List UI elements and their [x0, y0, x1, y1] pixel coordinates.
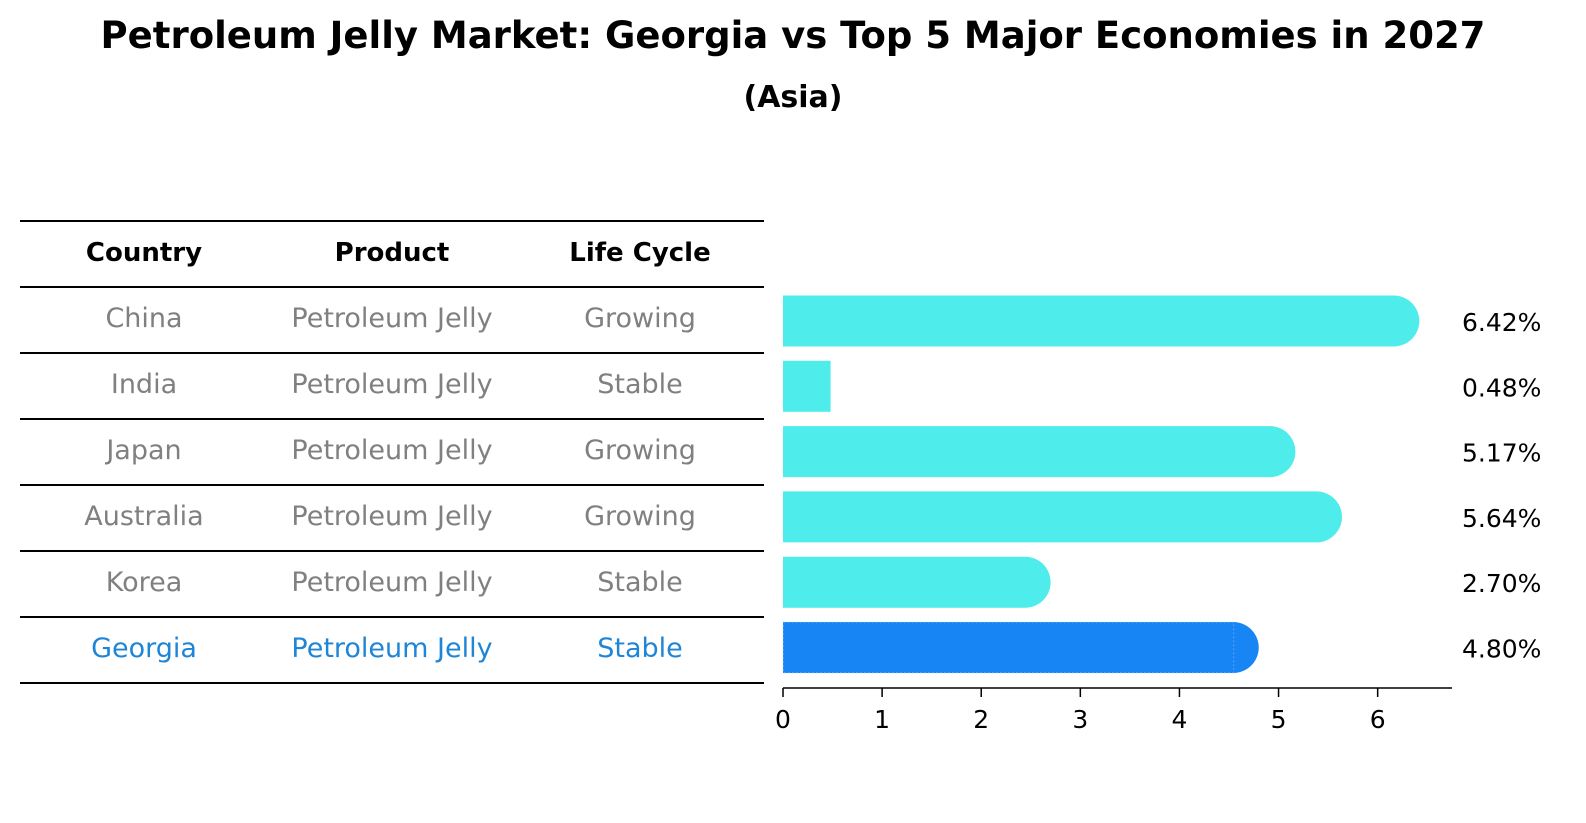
bar-value-label: 4.80%	[1462, 635, 1541, 664]
table-cell-product: Petroleum Jelly	[291, 567, 493, 598]
bar-value-label: 0.48%	[1462, 373, 1541, 402]
table-cell-country: China	[105, 303, 183, 334]
table-header-rule	[20, 286, 764, 288]
table-cell-country: Korea	[105, 567, 183, 598]
table-cell-product: Petroleum Jelly	[291, 435, 493, 466]
table-cell-country: India	[110, 369, 178, 400]
x-tick-label: 2	[973, 705, 989, 734]
table-cell-country: Australia	[84, 501, 204, 532]
table-cell-life-cycle: Growing	[584, 435, 696, 466]
table-cell-life-cycle: Growing	[584, 303, 696, 334]
table-row-rule	[20, 550, 764, 552]
column-header-product: Product	[334, 238, 450, 268]
bar-value-label: 6.42%	[1462, 308, 1541, 337]
x-tick-label: 6	[1370, 705, 1386, 734]
x-tick-label: 1	[874, 705, 890, 734]
chart-title: Petroleum Jelly Market: Georgia vs Top 5…	[100, 14, 1486, 57]
x-tick-label: 4	[1171, 705, 1187, 734]
table-top-rule	[20, 220, 764, 222]
bar-korea	[783, 556, 1051, 608]
column-header-life-cycle: Life Cycle	[569, 238, 711, 268]
table-cell-product: Petroleum Jelly	[291, 303, 493, 334]
x-tick-label: 0	[775, 705, 791, 734]
table-cell-country: Japan	[106, 435, 182, 466]
table-row-rule	[20, 418, 764, 420]
bar-japan	[783, 426, 1296, 478]
table-cell-life-cycle: Growing	[584, 501, 696, 532]
table-cell-life-cycle: Stable	[597, 633, 683, 664]
table-row-rule	[20, 616, 764, 618]
bar-georgia	[783, 622, 1259, 673]
table-row-rule	[20, 484, 764, 486]
table-cell-product: Petroleum Jelly	[291, 501, 493, 532]
bar-china	[783, 295, 1420, 347]
table-row-rule	[20, 352, 764, 354]
bar-value-label: 5.17%	[1462, 439, 1541, 468]
column-header-country: Country	[85, 238, 203, 268]
table-cell-product: Petroleum Jelly	[291, 633, 493, 664]
bar-india	[783, 360, 831, 412]
table-cell-life-cycle: Stable	[597, 567, 683, 598]
table-cell-life-cycle: Stable	[597, 369, 683, 400]
x-tick-label: 3	[1072, 705, 1088, 734]
table-bottom-rule	[20, 682, 764, 684]
bar-value-label: 2.70%	[1462, 569, 1541, 598]
table-cell-country: Georgia	[91, 633, 197, 664]
chart-subtitle: (Asia)	[743, 80, 843, 115]
highlight-bar-outline	[782, 621, 1235, 674]
bar-australia	[783, 491, 1342, 543]
table-cell-product: Petroleum Jelly	[291, 369, 493, 400]
x-tick-label: 5	[1271, 705, 1287, 734]
bar-value-label: 5.64%	[1462, 504, 1541, 533]
